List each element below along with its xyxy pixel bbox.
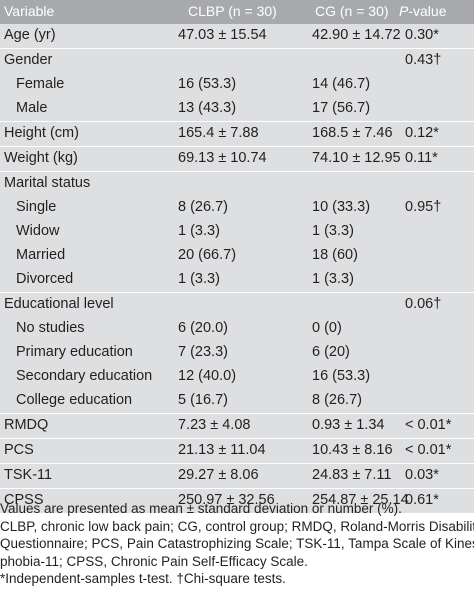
table-row: Primary education 7 (23.3) 6 (20): [0, 341, 474, 365]
row-clbp: 250.97 ± 32.56: [178, 492, 275, 508]
table-row: Educational level 0.06†: [0, 292, 474, 317]
row-p: 0.06†: [405, 296, 442, 312]
row-clbp: 29.27 ± 8.06: [178, 467, 259, 483]
row-cg: 168.5 ± 7.46: [312, 125, 393, 141]
row-label: College education: [16, 392, 133, 408]
row-label: CPSS: [4, 492, 44, 508]
header-variable: Variable: [4, 3, 55, 19]
row-cg: 24.83 ± 7.11: [312, 467, 392, 483]
footnote-line: CLBP, chronic low back pain; CG, control…: [0, 518, 474, 534]
row-label: Widow: [16, 223, 60, 239]
table-row: Height (cm) 165.4 ± 7.88 168.5 ± 7.46 0.…: [0, 121, 474, 146]
table-row: TSK-11 29.27 ± 8.06 24.83 ± 7.11 0.03*: [0, 463, 474, 488]
row-label: Married: [16, 247, 66, 263]
row-cg: 0.93 ± 1.34: [312, 417, 385, 433]
row-p: 0.11*: [405, 150, 438, 166]
row-cg: 6 (20): [312, 344, 350, 360]
header-p-value: P-value: [399, 3, 446, 19]
row-clbp: 8 (26.7): [178, 199, 228, 215]
row-clbp: 7.23 ± 4.08: [178, 417, 251, 433]
row-p: 0.03*: [405, 467, 439, 483]
row-cg: 17 (56.7): [312, 100, 371, 116]
row-label: Female: [16, 76, 65, 92]
row-label: No studies: [16, 320, 85, 336]
row-label: Educational level: [4, 296, 114, 312]
header-p-italic: P: [399, 3, 409, 19]
row-clbp: 165.4 ± 7.88: [178, 125, 259, 141]
row-clbp: 1 (3.3): [178, 271, 220, 287]
table-row: RMDQ 7.23 ± 4.08 0.93 ± 1.34 < 0.01*: [0, 413, 474, 438]
table-row: Gender 0.43†: [0, 48, 474, 73]
row-clbp: 20 (66.7): [178, 247, 237, 263]
row-cg: 0 (0): [312, 320, 342, 336]
row-label: Divorced: [16, 271, 74, 287]
row-cg: 14 (46.7): [312, 76, 371, 92]
row-p: 0.43†: [405, 52, 442, 68]
row-clbp: 5 (16.7): [178, 392, 228, 408]
row-clbp: 69.13 ± 10.74: [178, 150, 267, 166]
row-label: Weight (kg): [4, 150, 78, 166]
header-clbp: CLBP (n = 30): [188, 3, 277, 19]
row-cg: 8 (26.7): [312, 392, 362, 408]
data-table: Variable CLBP (n = 30) CG (n = 30) P-val…: [0, 0, 474, 513]
header-cg: CG (n = 30): [315, 3, 389, 19]
row-clbp: 13 (43.3): [178, 100, 237, 116]
row-cg: 10 (33.3): [312, 199, 371, 215]
row-p: < 0.01*: [405, 442, 452, 458]
table-row: Single 8 (26.7) 10 (33.3) 0.95†: [0, 196, 474, 220]
row-p: < 0.01*: [405, 417, 452, 433]
footnote-line: Values are presented as mean ± standard …: [0, 501, 402, 516]
row-p: 0.95†: [405, 199, 442, 215]
table-row: Female 16 (53.3) 14 (46.7): [0, 73, 474, 97]
row-label: Secondary education: [16, 368, 153, 384]
row-cg: 74.10 ± 12.95: [312, 150, 401, 166]
row-clbp: 1 (3.3): [178, 223, 220, 239]
row-p: 0.12*: [405, 125, 439, 141]
row-label: Marital status: [4, 175, 91, 191]
table-row: CPSS 250.97 ± 32.56 254.87 ± 25.14 0.61*: [0, 488, 474, 513]
row-cg: 254.87 ± 25.14: [312, 492, 409, 508]
row-cg: 18 (60): [312, 247, 358, 263]
row-clbp: 6 (20.0): [178, 320, 228, 336]
footnote-line: *Independent-samples t-test. †Chi-square…: [0, 571, 286, 586]
row-p: 0.61*: [405, 492, 439, 508]
row-label: Gender: [4, 52, 53, 68]
row-label: PCS: [4, 442, 34, 458]
table-row: Divorced 1 (3.3) 1 (3.3): [0, 268, 474, 292]
table-row: Weight (kg) 69.13 ± 10.74 74.10 ± 12.95 …: [0, 146, 474, 171]
row-cg: 16 (53.3): [312, 368, 371, 384]
table-row: Widow 1 (3.3) 1 (3.3): [0, 220, 474, 244]
table-header: Variable CLBP (n = 30) CG (n = 30) P-val…: [0, 0, 474, 24]
row-cg: 1 (3.3): [312, 271, 354, 287]
row-label: Single: [16, 199, 57, 215]
row-clbp: 21.13 ± 11.04: [178, 442, 266, 458]
table-row: Married 20 (66.7) 18 (60): [0, 244, 474, 268]
header-p-rest: -value: [408, 3, 447, 19]
row-label: RMDQ: [4, 417, 49, 433]
row-label: Age (yr): [4, 27, 56, 43]
row-label: Male: [16, 100, 48, 116]
table-row: College education 5 (16.7) 8 (26.7): [0, 389, 474, 413]
row-clbp: 16 (53.3): [178, 76, 237, 92]
table-row: Marital status: [0, 171, 474, 196]
table-row: PCS 21.13 ± 11.04 10.43 ± 8.16 < 0.01*: [0, 438, 474, 463]
row-p: 0.30*: [405, 27, 439, 43]
row-cg: 42.90 ± 14.72: [312, 27, 401, 43]
row-clbp: 47.03 ± 15.54: [178, 27, 267, 43]
table-row: No studies 6 (20.0) 0 (0): [0, 317, 474, 341]
table-row: Secondary education 12 (40.0) 16 (53.3): [0, 365, 474, 389]
table-row: Age (yr) 47.03 ± 15.54 42.90 ± 14.72 0.3…: [0, 24, 474, 48]
footnote-line: phobia-11; CPSS, Chronic Pain Self-Effic…: [0, 553, 308, 569]
row-clbp: 12 (40.0): [178, 368, 237, 384]
row-cg: 10.43 ± 8.16: [312, 442, 393, 458]
row-label: TSK-11: [4, 467, 53, 483]
row-label: Height (cm): [4, 125, 79, 141]
row-cg: 1 (3.3): [312, 223, 354, 239]
row-clbp: 7 (23.3): [178, 344, 228, 360]
footnote-line: Questionnaire; PCS, Pain Catastrophizing…: [0, 536, 474, 551]
table-footnotes: Values are presented as mean ± standard …: [0, 500, 474, 588]
table-row: Male 13 (43.3) 17 (56.7): [0, 97, 474, 121]
row-label: Primary education: [16, 344, 133, 360]
